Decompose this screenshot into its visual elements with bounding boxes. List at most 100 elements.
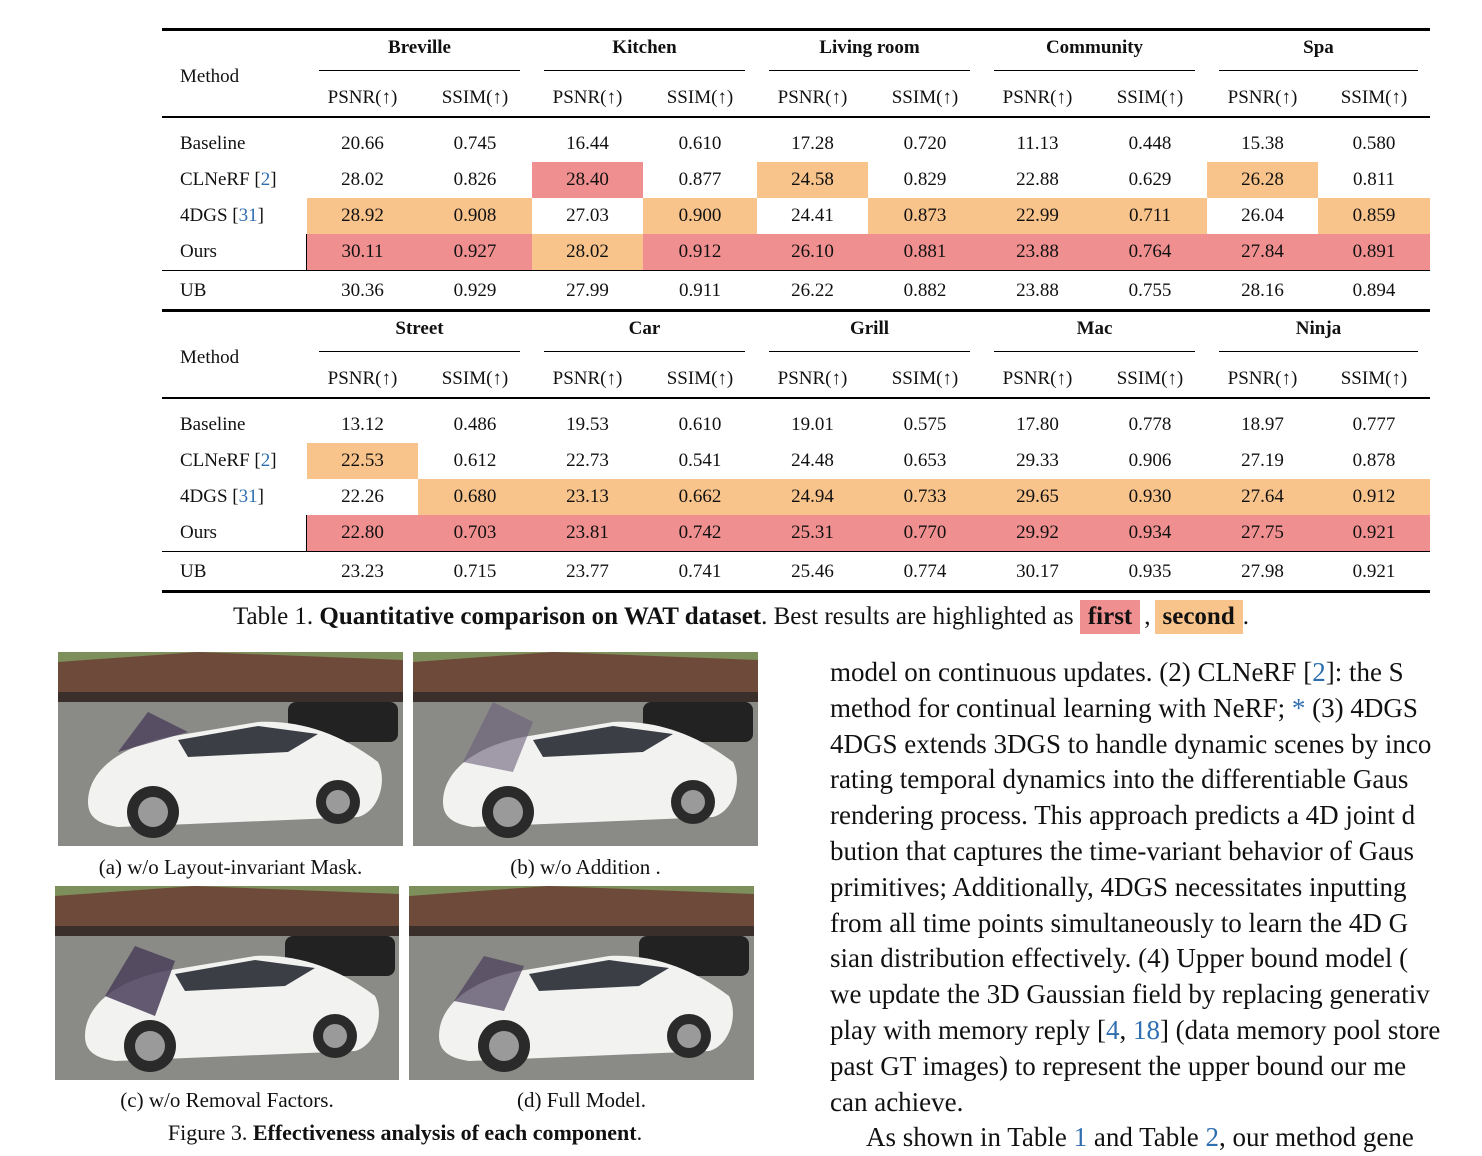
- method-name: CLNeRF [: [180, 169, 261, 190]
- value-cell: 22.99: [982, 198, 1093, 234]
- citation-link[interactable]: 2: [260, 169, 271, 190]
- body-line: rendering process. This approach predict…: [830, 800, 1416, 831]
- body-line: 4DGS extends 3DGS to handle dynamic scen…: [830, 728, 1432, 759]
- value-cell: 13.12: [341, 414, 384, 435]
- value-cell: 24.94: [757, 479, 868, 515]
- value-cell: 23.13: [532, 479, 643, 515]
- body-line: we update the 3D Gaussian field by repla…: [830, 979, 1430, 1010]
- value-cell: 24.48: [791, 450, 834, 471]
- metric-header-psnr: PSNR(↑): [1227, 368, 1298, 389]
- value-cell: 20.66: [341, 133, 384, 154]
- citation-link[interactable]: 18: [1132, 1014, 1160, 1045]
- value-cell-ub: 0.921: [1352, 561, 1396, 582]
- value-cell: 0.653: [903, 450, 947, 471]
- value-cell: 0.742: [643, 515, 757, 551]
- value-cell: 0.873: [868, 198, 982, 234]
- value-cell-ub: 0.882: [903, 280, 947, 301]
- table-bottom-rule: [162, 590, 1430, 593]
- scene-header: Car: [628, 318, 661, 339]
- value-cell-ub: 0.774: [903, 561, 947, 582]
- value-cell-ub: 23.77: [566, 561, 609, 582]
- citation-bracket: ]: [270, 169, 277, 190]
- value-cell: 29.92: [982, 515, 1093, 551]
- scene-header: Ninja: [1295, 318, 1342, 339]
- value-cell: 27.64: [1207, 479, 1318, 515]
- metric-header-ssim: SSIM(↑): [1116, 87, 1184, 108]
- footnote-marker[interactable]: *: [1291, 692, 1306, 723]
- value-cell-ub: 30.17: [1016, 561, 1059, 582]
- value-cell: 28.92: [307, 198, 418, 234]
- value-cell: 0.770: [868, 515, 982, 551]
- method-header: Method: [180, 66, 240, 87]
- value-cell-ub: 0.935: [1128, 561, 1172, 582]
- value-cell: 0.829: [903, 169, 947, 190]
- value-cell: 23.81: [532, 515, 643, 551]
- value-cell: 0.610: [678, 414, 722, 435]
- metric-header-ssim: SSIM(↑): [891, 87, 959, 108]
- value-cell-ub: 0.894: [1352, 280, 1396, 301]
- method-name: Baseline: [180, 133, 246, 154]
- table-ref-link[interactable]: 2: [1205, 1122, 1219, 1153]
- value-cell: 0.859: [1318, 198, 1430, 234]
- body-line: As shown in Table 1 and Table 2, our met…: [866, 1122, 1414, 1153]
- value-cell: 29.33: [1016, 450, 1059, 471]
- metric-header-psnr: PSNR(↑): [777, 87, 848, 108]
- scene-underline: [1219, 351, 1418, 352]
- citation-link[interactable]: 31: [238, 486, 258, 507]
- scene-header: Breville: [388, 37, 451, 58]
- method-cell: Baseline: [162, 407, 320, 443]
- metric-header-psnr: PSNR(↑): [1227, 87, 1298, 108]
- value-cell: 0.906: [1128, 450, 1172, 471]
- value-cell: 0.881: [868, 234, 982, 270]
- scene-header: Living room: [819, 37, 920, 58]
- value-cell-ub: 27.98: [1241, 561, 1284, 582]
- value-cell: 27.75: [1207, 515, 1318, 551]
- scene-underline: [319, 351, 520, 352]
- value-cell: 28.40: [532, 162, 643, 198]
- method-cell: Ours: [162, 515, 320, 551]
- table-top-rule: [162, 28, 1430, 31]
- value-cell: 17.28: [791, 133, 834, 154]
- body-line: rating temporal dynamics into the differ…: [830, 764, 1409, 795]
- value-cell-ub: 0.929: [453, 280, 497, 301]
- value-cell-ub: 23.88: [1016, 280, 1059, 301]
- value-cell: 0.921: [1318, 515, 1430, 551]
- scene-underline: [769, 70, 970, 71]
- photo-c-car: [55, 886, 399, 1080]
- method-cell: Baseline: [162, 126, 320, 162]
- citation-link[interactable]: 2: [1312, 657, 1326, 687]
- scene-underline: [544, 351, 745, 352]
- subfigure-caption-d: (d) Full Model.: [517, 1088, 646, 1112]
- scene-header: Mac: [1076, 318, 1113, 339]
- citation-link[interactable]: 2: [260, 450, 271, 471]
- table-ref-link[interactable]: 1: [1073, 1122, 1088, 1153]
- value-cell: 30.11: [307, 234, 418, 270]
- header-bottom-rule: [162, 397, 1430, 399]
- method-name: Ours: [180, 241, 217, 262]
- method-name: Ours: [180, 522, 217, 543]
- value-cell: 0.575: [903, 414, 947, 435]
- header-bottom-rule: [162, 116, 1430, 118]
- scene-underline: [1219, 70, 1418, 71]
- scene-underline: [994, 70, 1195, 71]
- value-cell: 0.934: [1093, 515, 1207, 551]
- body-line: can achieve.: [830, 1086, 964, 1117]
- method-cell: Ours: [162, 234, 320, 270]
- method-cell-ub: UB: [180, 561, 207, 582]
- ub-separator-rule: [162, 270, 1430, 271]
- value-cell: 27.84: [1207, 234, 1318, 270]
- body-line: bution that captures the time-variant be…: [830, 835, 1415, 866]
- method-header: Method: [180, 347, 240, 368]
- value-cell-ub: 26.22: [791, 280, 834, 301]
- figure-caption-bold: Effectiveness analysis of each component: [252, 1120, 637, 1145]
- photo-d-car: [409, 886, 754, 1080]
- value-cell: 0.930: [1093, 479, 1207, 515]
- metric-header-ssim: SSIM(↑): [666, 87, 734, 108]
- citation-link[interactable]: 31: [238, 205, 258, 226]
- value-cell: 0.680: [418, 479, 532, 515]
- citation-link[interactable]: 4: [1105, 1014, 1120, 1045]
- caption-prefix: Table 1.: [233, 603, 320, 630]
- scene-header: Community: [1045, 37, 1144, 58]
- value-cell: 27.19: [1241, 450, 1284, 471]
- value-cell: 0.778: [1128, 414, 1172, 435]
